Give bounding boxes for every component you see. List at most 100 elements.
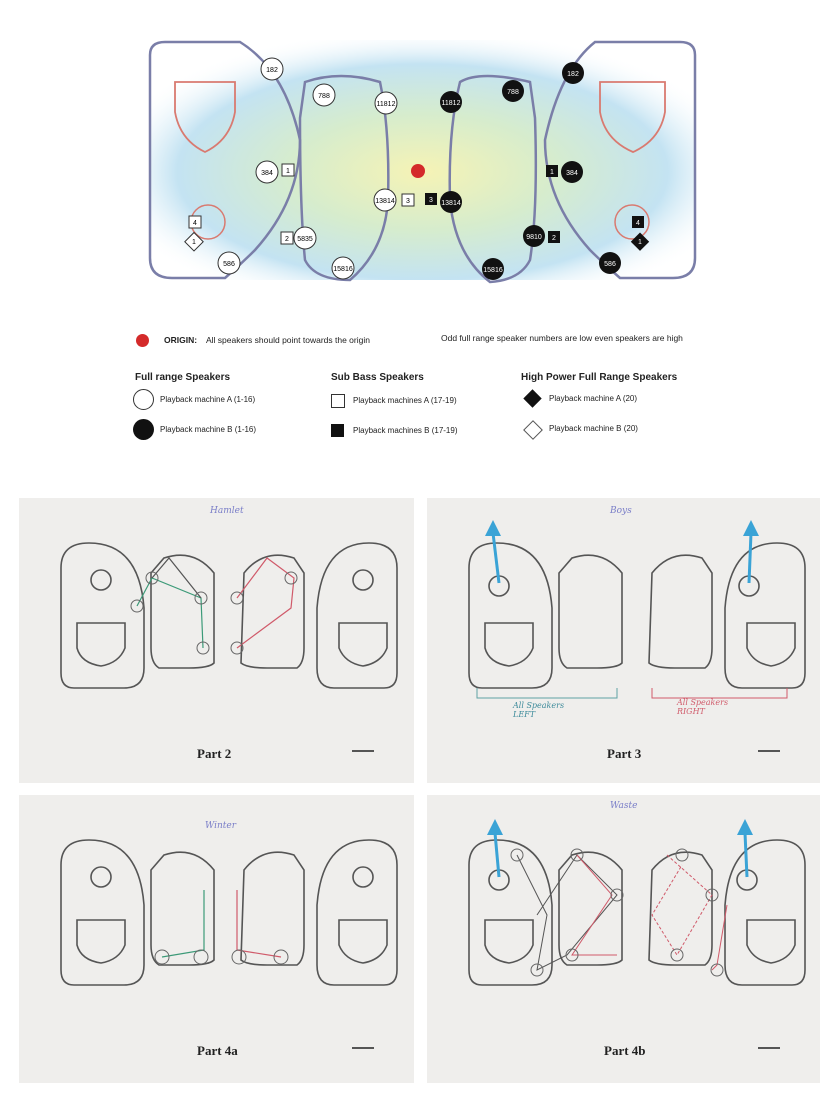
speaker-label: 11812	[442, 100, 461, 107]
right-inner-circle-red	[614, 204, 650, 240]
sub-bass-white: 3	[401, 193, 415, 207]
speaker-layout-diagram: 182 384 586 1 788 11812 13814 5835 15816…	[148, 40, 697, 284]
speaker-black: 384	[561, 161, 583, 183]
right-inner-panel-outline	[448, 74, 538, 284]
black-circle-icon	[133, 419, 154, 440]
speaker-white: 586	[217, 251, 241, 275]
speaker-white: 11812	[374, 91, 398, 115]
speaker-white: 5835	[293, 226, 317, 250]
scale-bar	[758, 750, 780, 752]
right-outer-panel-outline	[543, 40, 697, 280]
sub-bass-label: 1	[286, 168, 290, 175]
legend-high-power-b: Playback machine B (20)	[549, 424, 638, 433]
legend: Full range Speakers Playback machine A (…	[133, 372, 733, 452]
speaker-black: 586	[599, 252, 621, 274]
part-label: Part 4b	[604, 1043, 646, 1058]
speaker-label: 15816	[333, 266, 353, 273]
speaker-black: 9810	[523, 225, 545, 247]
speaker-label: 788	[318, 93, 330, 100]
origin-marker	[411, 164, 425, 178]
white-diamond-icon	[523, 420, 543, 440]
speaker-label: 5835	[297, 236, 313, 243]
speaker-black: 788	[502, 80, 524, 102]
speaker-label: 384	[566, 170, 578, 177]
panel-part-3-drawing	[468, 520, 806, 699]
part-label: Part 4a	[197, 1043, 238, 1058]
sub-bass-black: 4	[632, 216, 644, 228]
panel-part-4a: Winter Part 4a	[19, 795, 414, 1083]
speaker-white: 182	[260, 57, 284, 81]
handwriting-title: Boys	[610, 506, 632, 516]
speaker-label: 11812	[377, 101, 396, 108]
sub-bass-label: 2	[552, 235, 556, 242]
speaker-label: 182	[266, 67, 278, 74]
sub-bass-black: 2	[548, 231, 560, 243]
color-wash	[150, 40, 695, 280]
black-square-icon	[331, 424, 344, 437]
panel-part-2-drawing	[60, 542, 398, 689]
speaker-black: 15816	[482, 258, 504, 280]
sub-bass-black: 1	[546, 165, 558, 177]
speaker-white: 13814	[373, 188, 397, 212]
sub-bass-label: 4	[636, 220, 640, 227]
speaker-label: 15816	[483, 267, 503, 274]
speaker-white: 15816	[331, 256, 355, 280]
sub-bass-label: 1	[550, 169, 554, 176]
speaker-white-diamond: 1	[184, 231, 204, 252]
legend-high-power-a: Playback machine A (20)	[549, 394, 638, 403]
handwriting-title: Hamlet	[210, 506, 244, 516]
right-inner-outline-red	[599, 81, 666, 153]
sub-bass-label: 3	[406, 198, 410, 205]
left-inner-outline-red	[174, 81, 236, 153]
sub-bass-label: 3	[429, 197, 433, 204]
panel-part-4a-drawing	[60, 839, 398, 986]
white-circle-icon	[133, 389, 154, 410]
left-speakers-note: All Speakers LEFT	[513, 701, 565, 719]
left-outer-panel-outline	[148, 40, 302, 280]
scale-bar	[352, 750, 374, 752]
speaker-label: 1	[638, 239, 642, 246]
speaker-label: 1	[192, 239, 196, 246]
speaker-label: 9810	[526, 234, 542, 241]
sub-bass-white: 1	[281, 163, 295, 177]
origin-label: ORIGIN:	[164, 335, 198, 345]
origin-note: ORIGIN: All speakers should point toward…	[136, 333, 831, 353]
sub-bass-label: 4	[193, 220, 197, 227]
scale-bar	[758, 1047, 780, 1049]
handwriting-title: Winter	[205, 821, 237, 831]
white-square-icon	[331, 394, 345, 408]
panel-part-4b-drawing	[468, 819, 806, 986]
sub-bass-black: 3	[425, 193, 437, 205]
panel-part-3: Boys All Speakers LEFT All Speakers RIGH…	[427, 498, 820, 783]
sub-bass-white: 4	[188, 215, 202, 229]
right-speakers-note: All Speakers RIGHT	[677, 698, 729, 716]
legend-full-range-heading: Full range Speakers	[135, 372, 231, 383]
speaker-white: 788	[312, 83, 336, 107]
legend-sub-bass-heading: Sub Bass Speakers	[331, 372, 424, 383]
sub-bass-white: 2	[280, 231, 294, 245]
speaker-label: 384	[261, 170, 273, 177]
legend-sub-bass-a: Playback machines A (17-19)	[353, 396, 457, 405]
legend-high-power-heading: High Power Full Range Speakers	[521, 372, 678, 383]
part-label: Part 2	[197, 746, 232, 761]
speaker-label: 586	[223, 261, 235, 268]
panel-part-4b: Waste Part 4b	[427, 795, 820, 1083]
scale-bar	[352, 1047, 374, 1049]
speaker-label: 586	[604, 261, 616, 268]
origin-side-note: Odd full range speaker numbers are low e…	[441, 333, 683, 343]
speaker-label: 788	[507, 89, 519, 96]
speaker-label: 13814	[375, 198, 395, 205]
black-diamond-icon	[523, 389, 542, 408]
speaker-black: 13814	[440, 191, 462, 213]
sub-bass-label: 2	[285, 236, 289, 243]
speaker-label: 13814	[441, 200, 461, 207]
speaker-label: 182	[567, 71, 579, 78]
legend-full-range-a: Playback machine A (1-16)	[160, 395, 256, 404]
speaker-black: 182	[562, 62, 584, 84]
part-label: Part 3	[607, 746, 642, 761]
speaker-black-diamond: 1	[630, 232, 650, 251]
panel-part-2: Hamlet Part 2	[19, 498, 414, 783]
speaker-black: 11812	[440, 91, 462, 113]
origin-text: All speakers should point towards the or…	[206, 335, 370, 345]
legend-sub-bass-b: Playback machines B (17-19)	[353, 426, 458, 435]
